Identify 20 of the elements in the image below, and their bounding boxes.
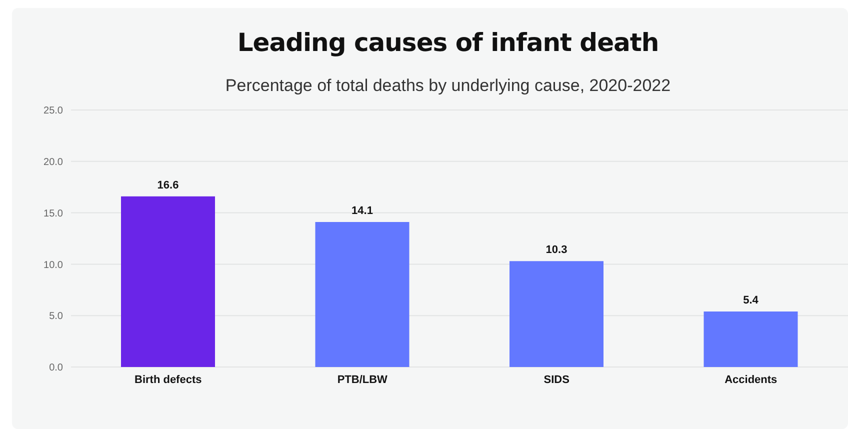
- y-tick-label: 10.0: [44, 260, 64, 271]
- x-tick-label: Birth defects: [134, 374, 202, 386]
- bar: [704, 311, 798, 367]
- data-label: 10.3: [546, 244, 568, 256]
- bar: [510, 261, 604, 367]
- x-tick-label: Accidents: [724, 374, 778, 386]
- y-tick-label: 20.0: [44, 156, 64, 168]
- bar: [121, 196, 215, 367]
- x-tick-label: SIDS: [544, 374, 570, 386]
- chart-subtitle: Percentage of total deaths by underlying cause, 2020-2022: [224, 76, 672, 96]
- y-tick-label: 0.0: [49, 362, 64, 374]
- data-label: 5.4: [743, 294, 760, 306]
- y-tick-label: 25.0: [44, 106, 64, 117]
- x-tick-label: PTB/LBW: [337, 374, 388, 386]
- bar: [315, 222, 410, 367]
- y-tick-label: 15.0: [44, 208, 64, 220]
- y-tick-label: 5.0: [49, 311, 64, 322]
- chart-title: Leading causes of infant death: [236, 28, 660, 57]
- data-label: 16.6: [157, 179, 179, 192]
- data-label: 14.1: [352, 205, 373, 218]
